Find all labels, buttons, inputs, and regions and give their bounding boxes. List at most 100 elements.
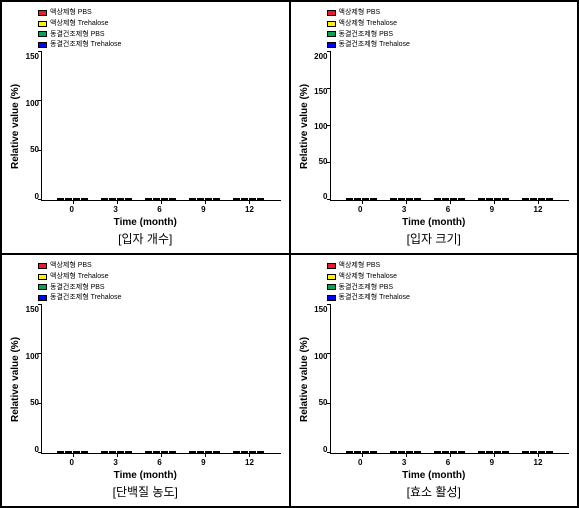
y-tick-mark	[327, 125, 331, 126]
bar	[241, 451, 248, 453]
bar	[65, 198, 72, 200]
bar-group	[390, 451, 421, 453]
x-tick-mark	[117, 200, 118, 204]
bar	[502, 451, 509, 453]
bar	[101, 198, 108, 200]
bar-group	[346, 451, 377, 453]
bar	[189, 198, 196, 200]
bar	[65, 451, 72, 453]
bar	[257, 198, 264, 200]
x-tick-mark	[73, 200, 74, 204]
x-tick-mark	[205, 453, 206, 457]
bar	[414, 451, 421, 453]
y-tick-label: 0	[23, 192, 39, 201]
bar	[169, 198, 176, 200]
bar	[478, 198, 485, 200]
legend-swatch	[38, 263, 47, 269]
y-tick-label: 50	[312, 157, 328, 166]
bar	[502, 198, 509, 200]
bar	[117, 451, 124, 453]
chart-area: Relative value (%)150100500036912	[10, 52, 281, 201]
bar-group	[434, 198, 465, 200]
legend-swatch	[327, 263, 336, 269]
panel-caption: [효소 활성]	[299, 483, 570, 500]
bar	[406, 451, 413, 453]
legend-item: 동결건조제형 Trehalose	[327, 293, 410, 303]
legend-swatch	[38, 295, 47, 301]
x-tick-label: 3	[113, 458, 117, 467]
x-tick-label: 12	[245, 458, 254, 467]
y-tick-mark	[327, 51, 331, 52]
bar	[478, 451, 485, 453]
bar	[370, 451, 377, 453]
bar	[205, 198, 212, 200]
x-tick-label: 12	[534, 205, 543, 214]
x-tick-label: 9	[201, 205, 205, 214]
bar	[57, 198, 64, 200]
y-tick-label: 100	[23, 352, 39, 361]
bar-group	[434, 451, 465, 453]
y-tick-label: 100	[23, 99, 39, 108]
bar	[169, 451, 176, 453]
bar	[434, 451, 441, 453]
y-tick-mark	[38, 353, 42, 354]
bar-group	[101, 451, 132, 453]
bar	[205, 451, 212, 453]
legend-label: 동결건조제형 Trehalose	[339, 293, 410, 303]
x-tick-label: 0	[358, 458, 362, 467]
chart-panel: 액상제형 PBS액상제형 Trehalose동결건조제형 PBS동결건조제형 T…	[290, 254, 579, 507]
bar	[101, 451, 108, 453]
chart-area: Relative value (%)150100500036912	[299, 305, 570, 454]
x-tick-label: 9	[201, 458, 205, 467]
y-axis-label: Relative value (%)	[299, 52, 310, 201]
bar	[153, 198, 160, 200]
bar-group	[478, 451, 509, 453]
plot-area: 036912	[41, 52, 281, 201]
legend-label: 동결건조제형 PBS	[50, 283, 105, 293]
bar	[522, 451, 529, 453]
bar	[354, 451, 361, 453]
bar-group	[346, 198, 377, 200]
bar-group	[478, 198, 509, 200]
bar	[362, 451, 369, 453]
bar	[249, 451, 256, 453]
y-tick-label: 50	[312, 398, 328, 407]
y-tick-mark	[327, 452, 331, 453]
bar	[125, 198, 132, 200]
legend-label: 액상제형 Trehalose	[50, 19, 109, 29]
x-tick-label: 6	[446, 458, 450, 467]
bar	[434, 198, 441, 200]
x-tick-mark	[117, 453, 118, 457]
legend-swatch	[327, 274, 336, 280]
bar	[530, 451, 537, 453]
panel-caption: [입자 크기]	[299, 230, 570, 247]
bar-group	[522, 451, 553, 453]
bar-group	[145, 451, 176, 453]
x-tick-label: 9	[490, 458, 494, 467]
bar	[450, 451, 457, 453]
y-tick-label: 150	[23, 52, 39, 61]
legend-item: 액상제형 Trehalose	[327, 272, 410, 282]
x-tick-mark	[249, 200, 250, 204]
y-tick-label: 150	[23, 305, 39, 314]
legend-label: 액상제형 Trehalose	[50, 272, 109, 282]
y-tick-mark	[327, 88, 331, 89]
legend-label: 동결건조제형 Trehalose	[339, 40, 410, 50]
legend-swatch	[327, 284, 336, 290]
chart-panel: 액상제형 PBS액상제형 Trehalose동결건조제형 PBS동결건조제형 T…	[290, 1, 579, 254]
y-tick-mark	[38, 403, 42, 404]
chart-grid: 액상제형 PBS액상제형 Trehalose동결건조제형 PBS동결건조제형 T…	[0, 0, 579, 508]
bar	[73, 451, 80, 453]
bar	[161, 198, 168, 200]
bar	[109, 198, 116, 200]
bar	[442, 451, 449, 453]
x-tick-mark	[450, 200, 451, 204]
bar	[197, 198, 204, 200]
y-tick-mark	[327, 199, 331, 200]
bar	[370, 198, 377, 200]
bar	[538, 451, 545, 453]
x-tick-mark	[362, 453, 363, 457]
y-tick-mark	[38, 304, 42, 305]
bar	[81, 451, 88, 453]
x-tick-mark	[538, 453, 539, 457]
